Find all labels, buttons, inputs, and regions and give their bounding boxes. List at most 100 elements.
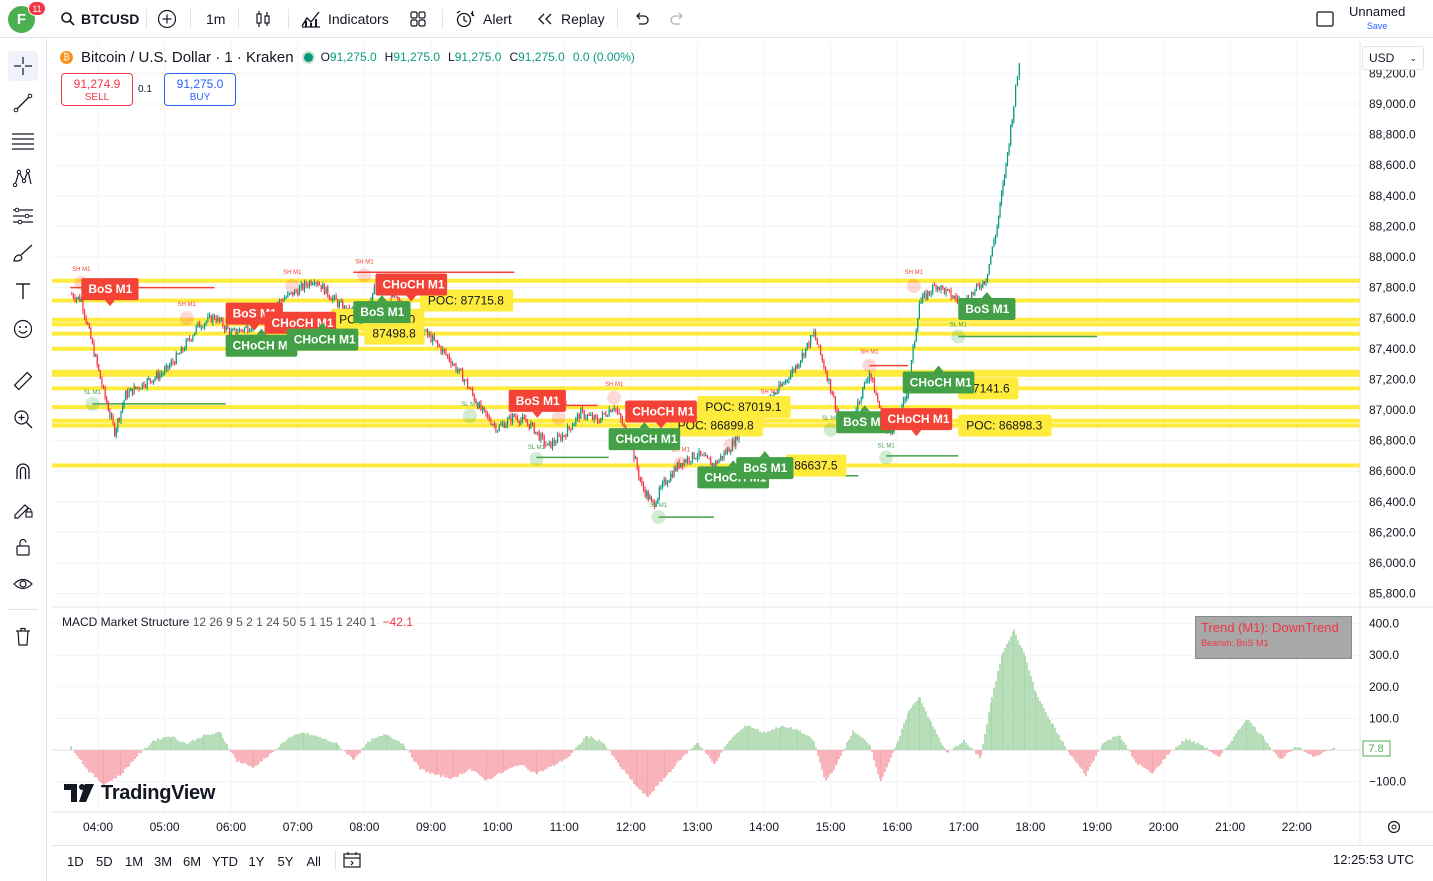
toolbar-divider xyxy=(190,9,191,29)
bear-label-box xyxy=(375,273,448,296)
chart-settings-button[interactable] xyxy=(1387,820,1401,834)
layout-name-button[interactable]: Unnamed Save xyxy=(1349,5,1405,33)
range-button-1m[interactable]: 1M xyxy=(125,853,144,869)
candle-body xyxy=(580,408,582,419)
candle-body xyxy=(337,299,339,307)
candle-body xyxy=(633,448,635,460)
candle-body xyxy=(1018,64,1020,77)
toolbar-divider xyxy=(335,850,336,870)
candle-body xyxy=(988,264,990,275)
candle-body xyxy=(202,327,204,329)
pencil-lock-icon xyxy=(14,504,33,519)
swing-high-marker xyxy=(285,279,300,294)
replay-button[interactable]: Replay xyxy=(536,0,605,37)
time-axis-label: 04:00 xyxy=(83,820,113,834)
candle-body xyxy=(493,424,495,426)
candle-body xyxy=(858,401,861,403)
lock-drawings-tool[interactable] xyxy=(8,532,38,562)
fib-tool[interactable] xyxy=(8,126,38,156)
poc-label-box xyxy=(958,414,1052,437)
measure-tool[interactable] xyxy=(8,366,38,396)
price-axis-label: 88,400.0 xyxy=(1369,189,1416,203)
stay-in-drawing-tool[interactable] xyxy=(8,494,38,524)
bull-label-pointer xyxy=(376,295,387,302)
currency-select[interactable]: USD ⌄ xyxy=(1362,46,1424,70)
chart-canvas[interactable]: SH M1 SH M1 SH M1 SH M1 SH M1 SH M1 SH M1 SH M1… xyxy=(52,42,1433,843)
candle-body xyxy=(975,284,978,290)
candle-body xyxy=(98,364,100,371)
indicators-button[interactable]: Indicators xyxy=(300,0,389,37)
candle-body xyxy=(718,459,720,464)
swing-high-marker xyxy=(607,390,622,405)
close-value: 91,275.0 xyxy=(518,50,565,64)
buy-button[interactable]: 91,275.0 BUY xyxy=(164,73,236,106)
candle-body xyxy=(523,416,525,419)
macd-legend[interactable]: MACD Market Structure 12 26 9 5 2 1 24 5… xyxy=(62,615,413,629)
utc-clock[interactable]: 12:25:53 UTC xyxy=(1333,852,1414,867)
sell-button[interactable]: 91,274.9 SELL xyxy=(61,73,133,106)
candle-body xyxy=(88,324,90,329)
undo-button[interactable] xyxy=(632,0,650,37)
candle-body xyxy=(333,295,336,298)
candle-body xyxy=(250,328,252,331)
layout-toggle-button[interactable] xyxy=(1315,0,1335,37)
emoji-tool[interactable] xyxy=(8,314,38,344)
poc-label: 86637.5 xyxy=(794,458,838,472)
candle-body xyxy=(151,380,153,383)
range-button-ytd[interactable]: YTD xyxy=(212,853,238,869)
candle-body xyxy=(598,421,600,423)
interval-button[interactable]: 1m xyxy=(206,0,225,37)
candle-body xyxy=(232,329,234,332)
range-button-3m[interactable]: 3M xyxy=(154,853,173,869)
chart-type-button[interactable] xyxy=(254,0,272,37)
candle-body xyxy=(283,298,286,302)
magnet-tool[interactable] xyxy=(8,456,38,486)
pattern-tool[interactable] xyxy=(8,163,38,193)
candles-icon xyxy=(256,10,270,27)
compare-symbol-button[interactable] xyxy=(157,0,177,37)
candle-body xyxy=(715,461,717,468)
redo-button[interactable] xyxy=(669,0,687,37)
candle-body xyxy=(720,456,722,460)
candle-body xyxy=(453,364,455,366)
brush-tool[interactable] xyxy=(8,238,38,268)
range-button-5d[interactable]: 5D xyxy=(96,853,113,869)
candle-body xyxy=(307,285,309,287)
crosshair-tool[interactable] xyxy=(8,51,38,81)
candle-body xyxy=(310,281,312,285)
candle-body xyxy=(550,441,552,448)
alert-button[interactable]: Alert xyxy=(454,0,512,37)
swing-high-marker xyxy=(906,279,921,294)
range-button-1y[interactable]: 1Y xyxy=(248,853,265,869)
layout-square-icon xyxy=(1316,10,1334,27)
symbol-legend[interactable]: ₿ Bitcoin / U.S. Dollar · 1 · Kraken O91… xyxy=(60,46,635,68)
forecast-tool[interactable] xyxy=(8,201,38,231)
hide-drawings-tool[interactable] xyxy=(8,569,38,599)
candle-body xyxy=(448,355,450,361)
tradingview-logo[interactable]: TradingView xyxy=(64,780,215,806)
price-axis[interactable]: 89,200.089,000.088,800.088,600.088,400.0… xyxy=(1369,66,1416,600)
candle-body xyxy=(823,360,825,368)
trend-line-tool[interactable] xyxy=(8,88,38,118)
layout-templates-button[interactable] xyxy=(409,0,427,37)
symbol-search-button[interactable]: BTCUSD xyxy=(60,0,139,37)
candle-body xyxy=(560,435,562,441)
time-axis[interactable]: 04:00 05:00 06:00 07:00 08:00 09:00 10:00 11:00… xyxy=(83,820,1312,834)
range-button-6m[interactable]: 6M xyxy=(183,853,202,869)
bear-label-box xyxy=(625,400,697,423)
candle-body xyxy=(228,329,231,336)
candle-body xyxy=(600,417,602,423)
goto-date-button[interactable] xyxy=(342,850,362,875)
bear-label-pointer xyxy=(911,430,922,437)
text-tool[interactable] xyxy=(8,276,38,306)
candle-body xyxy=(696,456,698,459)
candle-body xyxy=(668,480,670,483)
add-circle-icon xyxy=(157,9,177,28)
candle-body xyxy=(83,310,86,317)
zoom-tool[interactable] xyxy=(8,404,38,434)
range-button-5y[interactable]: 5Y xyxy=(277,853,294,869)
candle-body xyxy=(994,235,997,242)
range-button-all[interactable]: All xyxy=(306,853,321,869)
remove-drawings-tool[interactable] xyxy=(8,621,38,651)
range-button-1d[interactable]: 1D xyxy=(67,853,84,869)
